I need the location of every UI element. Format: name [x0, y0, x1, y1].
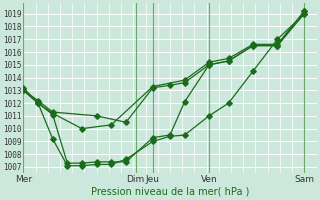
X-axis label: Pression niveau de la mer( hPa ): Pression niveau de la mer( hPa ): [91, 187, 249, 197]
